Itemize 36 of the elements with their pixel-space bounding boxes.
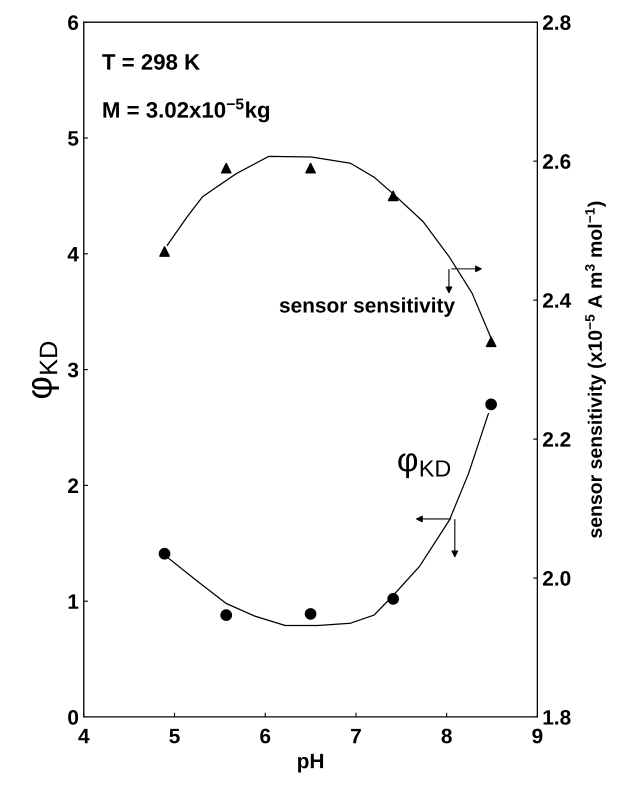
y-tick-label: 2	[68, 478, 78, 493]
y2-tick-label: 2.8	[542, 15, 571, 30]
point	[220, 162, 232, 174]
point	[158, 548, 170, 560]
y-tick-label: 5	[68, 131, 78, 146]
y2-tick-label: 2.4	[542, 293, 572, 308]
x-tick-label: 6	[260, 728, 270, 744]
legend-label: sensor sensitivity	[280, 297, 455, 317]
x-axis-title: pH	[298, 754, 324, 772]
point	[388, 190, 398, 202]
annotation: M = 3.02x10$^{−5}$kg	[103, 98, 270, 122]
point	[387, 593, 399, 605]
x-tick-label: 5	[169, 728, 180, 744]
x-tick-label: 4	[78, 728, 90, 744]
y2-tick-label: 2.6	[542, 154, 570, 169]
y-tick-label: 6	[68, 15, 78, 30]
y2-tick-label: 2.2	[542, 432, 570, 447]
y-tick-label: 3	[68, 362, 78, 378]
point	[486, 336, 496, 348]
y-tick-label: 1	[68, 594, 78, 609]
y2-tick-label: 2.0	[542, 571, 570, 586]
point	[220, 609, 232, 621]
series-label: φ$_{KD}$	[398, 453, 450, 478]
y2-tick-label: 1.8	[544, 710, 571, 725]
point	[305, 162, 316, 174]
x-tick-label: 9	[532, 728, 542, 744]
x-tick-label: 8	[442, 728, 452, 744]
y-tick-label: 0	[68, 710, 78, 725]
x-tick-label: 7	[351, 728, 361, 744]
y2-axis-title: sensor sensitivity (x10$^{−5}$ A m$^{3}$ mol$^{−1}$)	[585, 202, 606, 538]
y-tick-label: 4	[68, 247, 79, 262]
annotation: T = 298 K	[102, 54, 200, 70]
y-axis-title: φ$_{KD}$	[32, 342, 59, 398]
point	[485, 398, 497, 410]
point	[159, 246, 170, 257]
point	[304, 608, 316, 620]
